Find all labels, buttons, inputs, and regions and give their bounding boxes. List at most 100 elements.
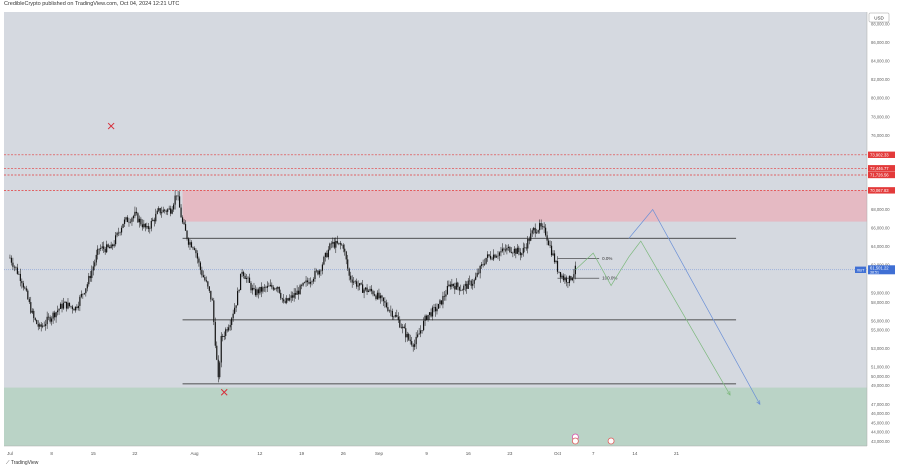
candle-body [147, 226, 149, 229]
candle-body [274, 288, 276, 290]
candle-body [305, 280, 307, 283]
y-tick-label: 59,000.00 [871, 290, 890, 295]
candle-body [114, 235, 117, 245]
candle-body [195, 249, 197, 254]
red-price-label-3: 71,726.56 [870, 173, 889, 178]
candle-body [537, 230, 539, 233]
candle-body [85, 288, 87, 294]
candle-body [521, 253, 523, 256]
candle-body [448, 284, 450, 287]
candle-body [320, 270, 322, 272]
candle-body [485, 257, 487, 264]
candle-body [452, 283, 454, 287]
candle-body [488, 254, 490, 256]
candle-body [366, 287, 368, 292]
candle-body [27, 290, 29, 300]
candle-body [396, 314, 398, 317]
x-tick-label: 26 [341, 451, 347, 456]
candle-body [443, 295, 446, 297]
candle-body [406, 333, 408, 338]
candle-body [534, 227, 536, 234]
candle-body [46, 316, 48, 325]
candle-body [217, 359, 219, 378]
candle-body [442, 295, 444, 305]
candle-body [16, 267, 18, 274]
red-price-tag-1 [868, 151, 895, 158]
candle-body [543, 226, 545, 228]
current-price-tag [868, 265, 895, 275]
candle-body [415, 336, 417, 345]
red-price-label-1: 73,902.33 [870, 152, 889, 157]
y-tick-label: 51,000.00 [871, 365, 890, 370]
candle-body [177, 195, 179, 197]
candle-body [345, 251, 347, 260]
projection-blue-arrowhead [756, 400, 761, 405]
candle-body [559, 272, 562, 278]
candle-body [173, 204, 175, 210]
candle-body [510, 252, 512, 253]
candle-body [101, 246, 103, 249]
candle-body [280, 292, 282, 299]
candle-body [250, 282, 252, 291]
candle-body [61, 303, 63, 309]
currency-label[interactable]: USD [874, 16, 884, 21]
candle-body [275, 288, 277, 290]
current-price-countdown: 38:51 [870, 270, 879, 274]
x-tick-label: 21 [674, 451, 680, 456]
y-tick-label: 68,000.00 [871, 207, 890, 212]
candle-body [134, 211, 136, 217]
candle-body [22, 283, 24, 288]
x-tick-label: 12 [257, 451, 263, 456]
candle-body [300, 285, 303, 286]
demand-zone [4, 387, 867, 446]
candle-body [399, 319, 401, 328]
x-tick-label: 22 [132, 451, 138, 456]
candle-body [533, 227, 535, 231]
y-tick-label: 56,000.00 [871, 318, 890, 323]
candle-body [120, 227, 123, 233]
candle-body [492, 254, 495, 260]
candle-body [378, 292, 380, 299]
candle-body [242, 272, 245, 276]
candle-body [324, 252, 326, 257]
candle-body [278, 286, 280, 293]
candle-body [213, 300, 215, 322]
candle-body [540, 223, 542, 227]
red-price-tag-3 [868, 171, 895, 179]
candle-body [409, 339, 411, 342]
candle-body [439, 300, 441, 304]
candle-body [25, 288, 27, 291]
candle-body [408, 333, 410, 340]
candle-body [486, 254, 489, 258]
candle-body [56, 310, 59, 313]
candle-body [168, 208, 170, 210]
candle-body [208, 286, 210, 291]
candle-body [436, 308, 438, 312]
candle-body [192, 247, 194, 249]
candle-body [52, 312, 54, 319]
y-tick-label: 78,000.00 [871, 114, 890, 119]
candle-body [67, 302, 69, 309]
candle-body [49, 317, 51, 322]
candle-body [18, 273, 20, 275]
candle-body [15, 266, 17, 268]
candle-body [388, 310, 390, 312]
candle-body [232, 313, 234, 319]
candle-body [235, 305, 237, 308]
candle-body [174, 195, 176, 205]
candle-body [344, 248, 346, 252]
candle-body [335, 240, 337, 248]
candle-body [259, 286, 261, 294]
candle-body [420, 330, 422, 334]
candle-body [503, 248, 505, 250]
candle-body [9, 257, 11, 259]
candle-body [24, 287, 26, 289]
candle-body [295, 293, 297, 295]
candle-body [360, 283, 362, 285]
candle-body [515, 248, 517, 254]
candle-body [122, 223, 124, 228]
candle-body [13, 266, 16, 268]
candle-body [484, 263, 486, 265]
candle-body [104, 248, 106, 253]
